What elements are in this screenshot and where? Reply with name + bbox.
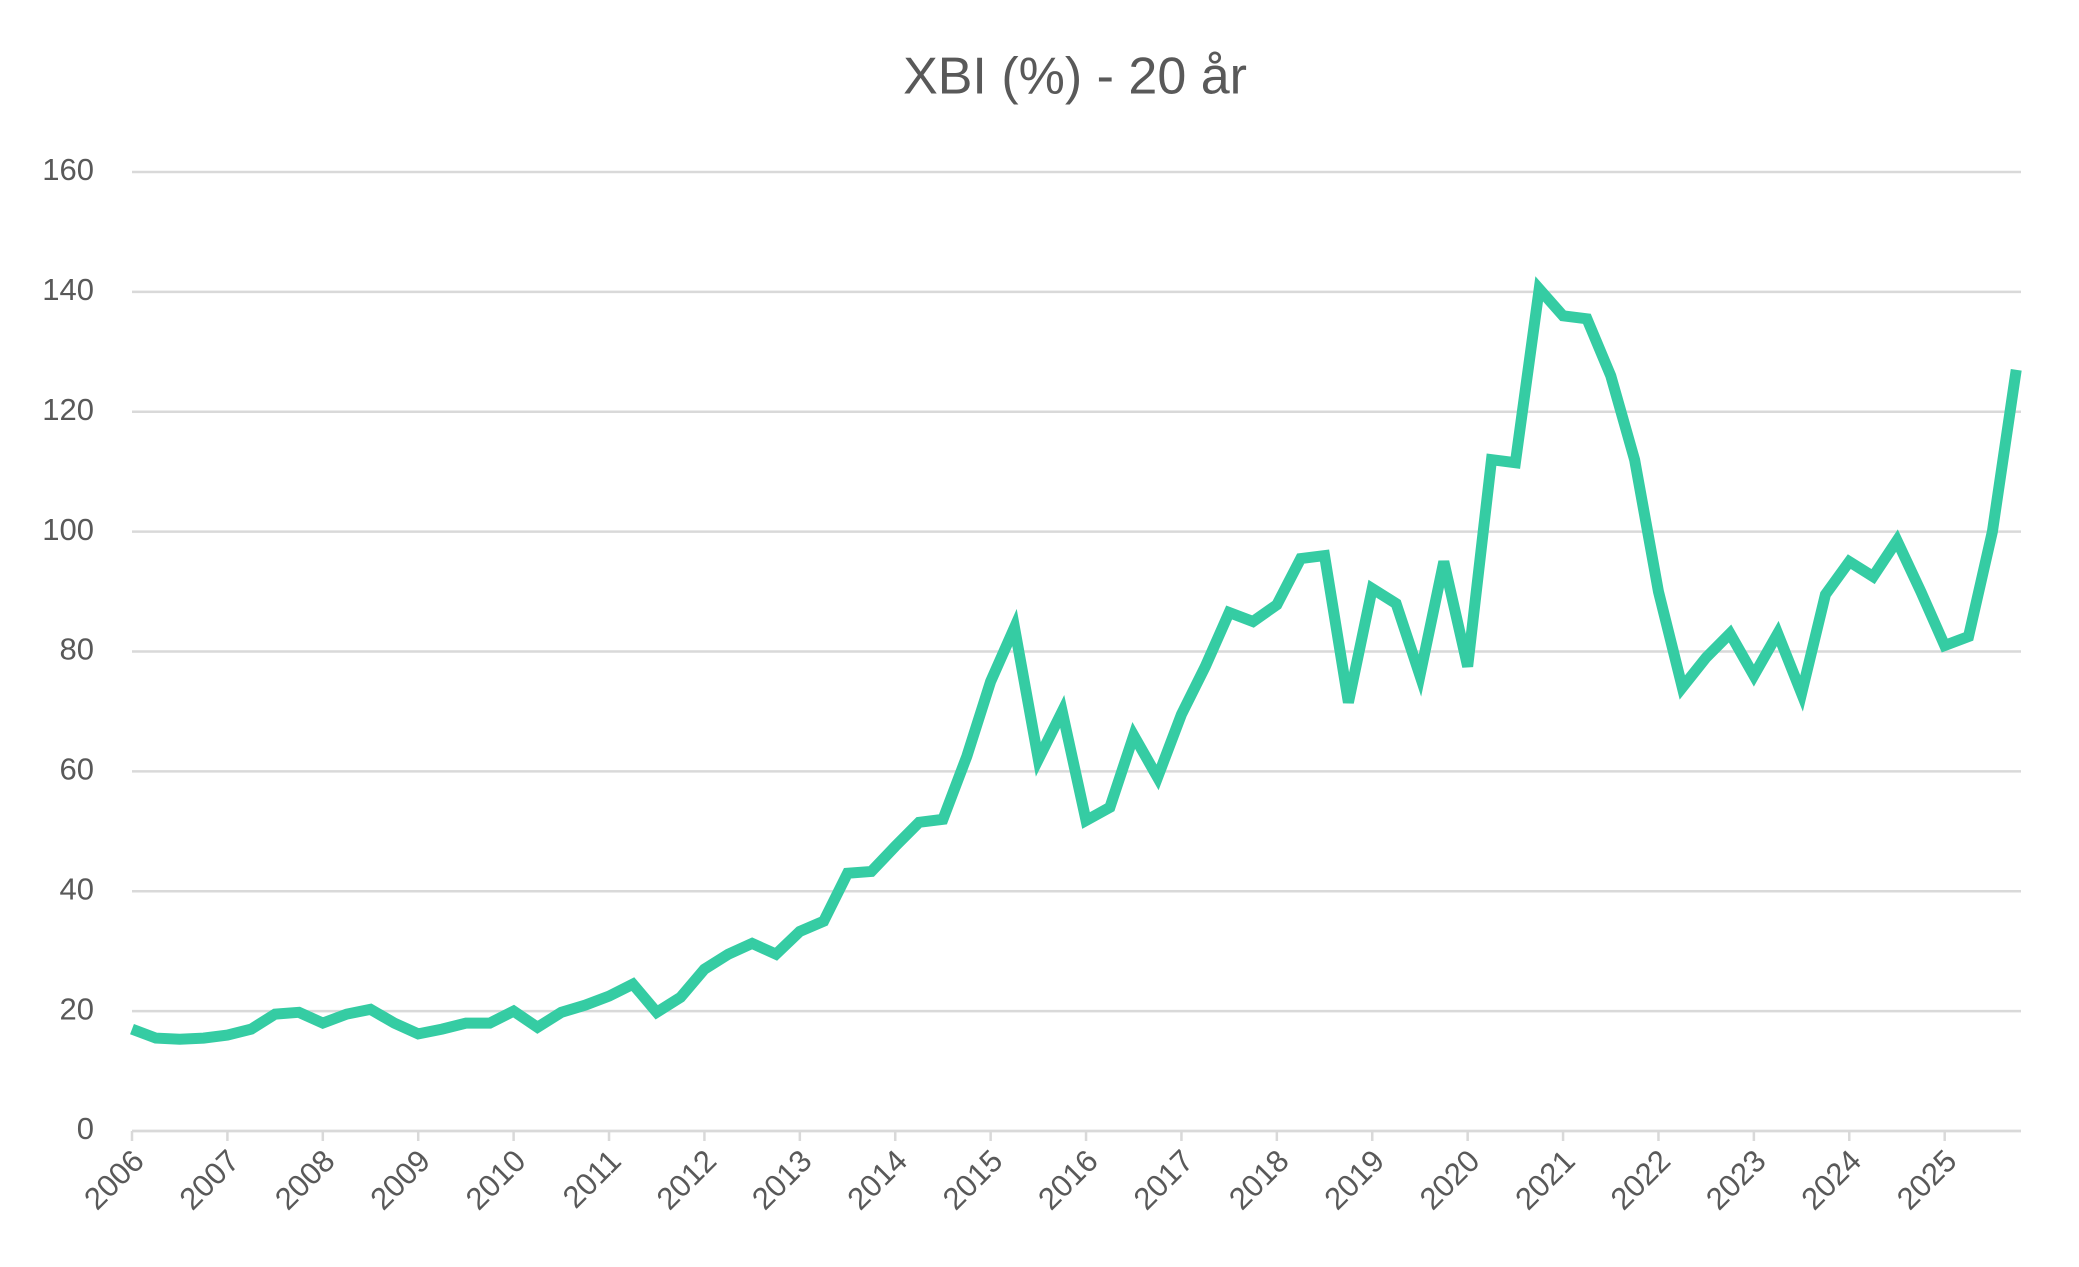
y-tick-label: 60 [60,752,94,787]
y-tick-label: 0 [77,1111,94,1146]
x-tick-label: 2015 [936,1143,1010,1217]
x-tick-label: 2022 [1604,1143,1678,1217]
y-tick-label: 140 [42,272,94,307]
x-tick-label: 2010 [459,1143,533,1217]
x-tick-label: 2020 [1413,1143,1487,1217]
x-tick-label: 2006 [77,1143,151,1217]
x-tick-label: 2012 [650,1143,724,1217]
x-tick-label: 2017 [1127,1143,1201,1217]
x-tick-label: 2021 [1508,1143,1582,1217]
x-tick-label: 2016 [1031,1143,1105,1217]
x-tick-label: 2019 [1317,1143,1391,1217]
x-tick-label: 2013 [745,1143,819,1217]
x-tick-label: 2025 [1890,1143,1964,1217]
y-tick-label: 160 [42,152,94,187]
y-tick-label: 40 [60,871,94,906]
x-tick-label: 2023 [1699,1143,1773,1217]
chart-title: XBI (%) - 20 år [903,48,1247,106]
x-tick-label: 2014 [840,1143,914,1217]
x-tick-label: 2007 [173,1143,247,1217]
x-tick-label: 2011 [556,1143,628,1215]
y-tick-label: 120 [42,392,94,427]
data-line [130,276,2022,1045]
y-tick-label: 20 [60,991,94,1026]
x-tick-label: 2008 [268,1143,342,1217]
x-tick-label: 2009 [363,1143,437,1217]
x-tick-label: 2018 [1222,1143,1296,1217]
x-tick-label: 2024 [1794,1143,1868,1217]
y-tick-label: 80 [60,632,94,667]
y-tick-label: 100 [42,512,94,547]
